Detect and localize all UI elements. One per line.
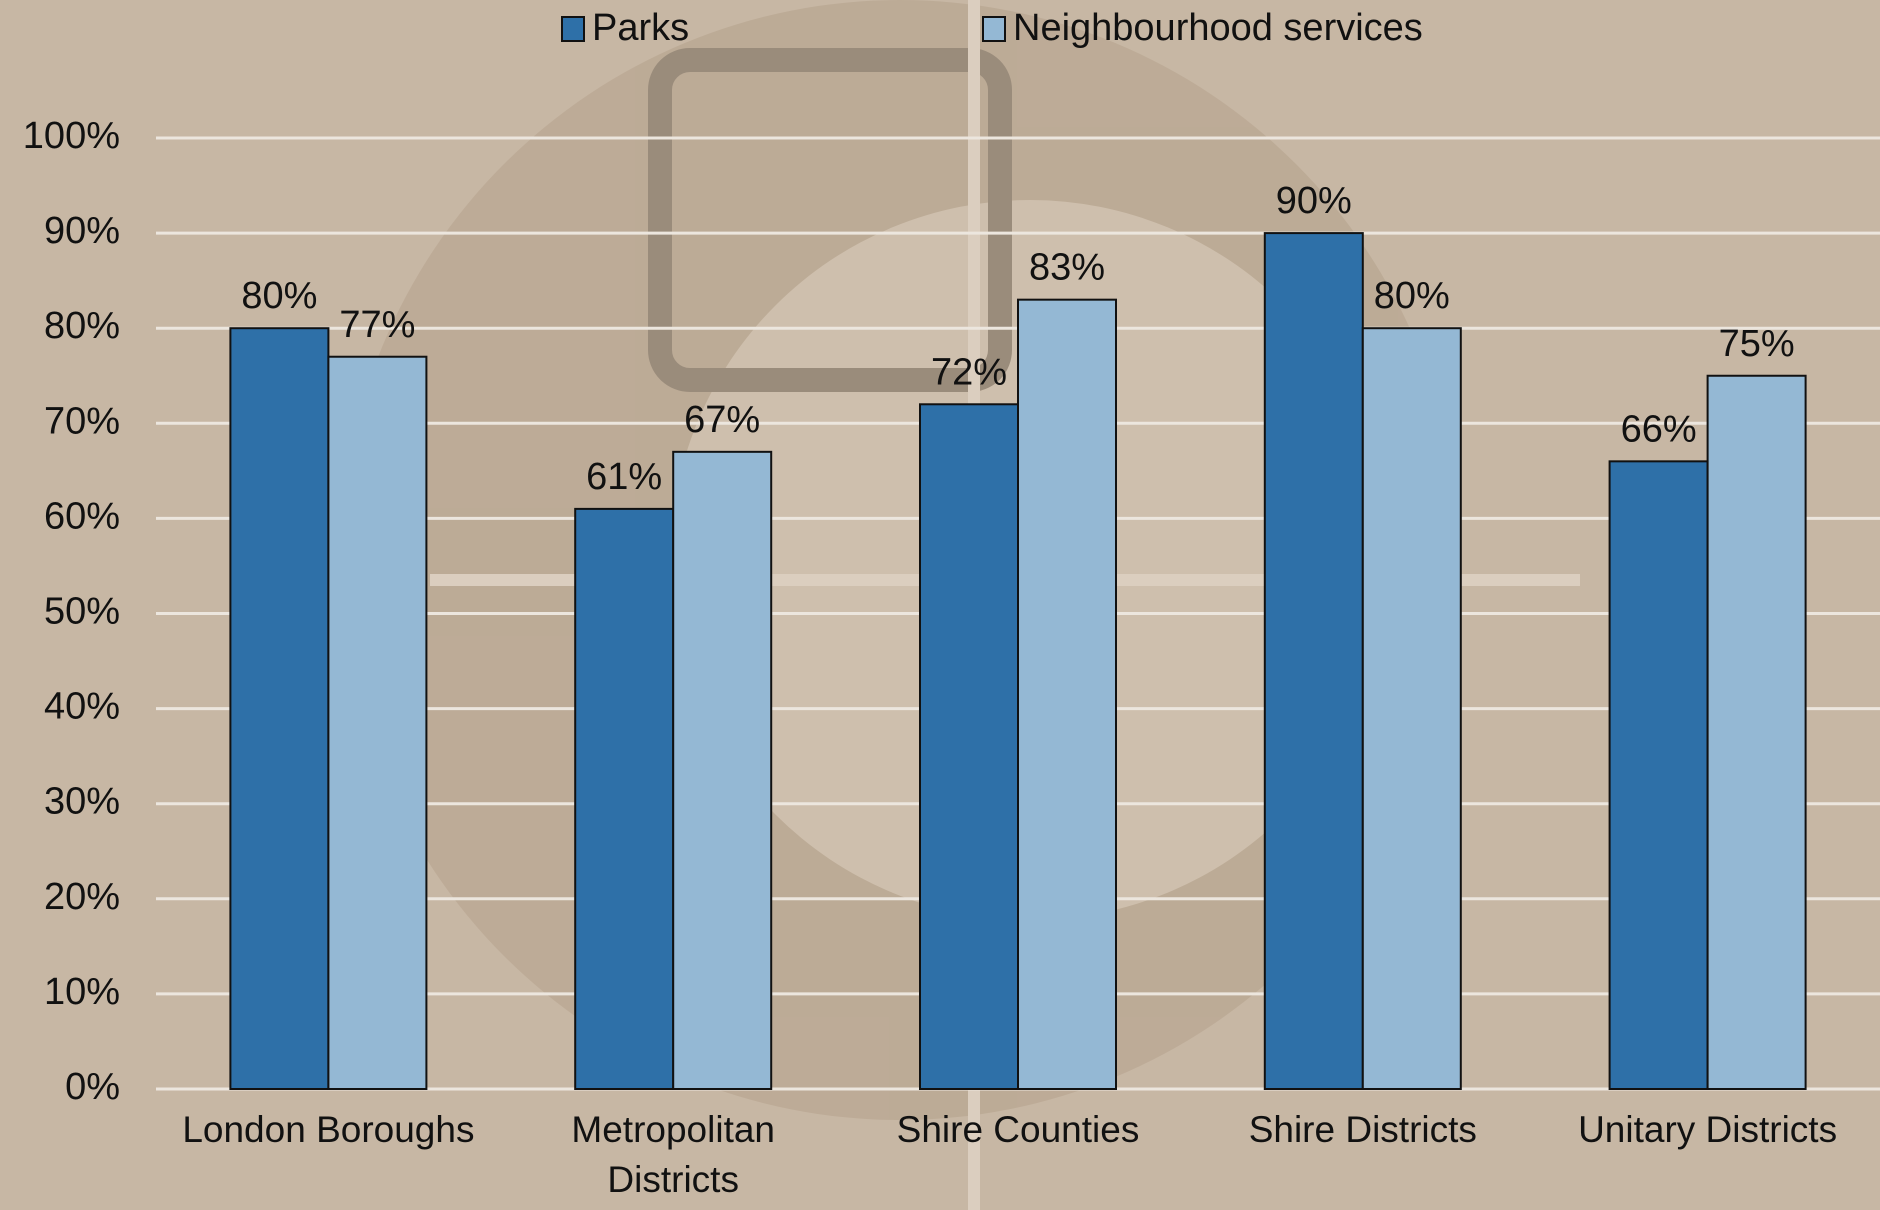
x-tick-label: Shire Counties xyxy=(896,1109,1140,1150)
y-tick-label: 80% xyxy=(44,305,120,347)
y-tick-label: 0% xyxy=(65,1066,120,1108)
bar xyxy=(327,355,428,1091)
bar xyxy=(1017,298,1117,1091)
bar xyxy=(574,507,675,1090)
data-label: 67% xyxy=(684,399,760,441)
decor-shape xyxy=(648,48,1012,392)
legend-label: Parks xyxy=(592,7,689,49)
bar xyxy=(1608,460,1709,1090)
data-label: 83% xyxy=(1029,247,1105,289)
y-tick-label: 40% xyxy=(44,686,120,728)
y-tick-label: 30% xyxy=(44,781,120,823)
data-label: 61% xyxy=(586,456,662,498)
legend-swatch xyxy=(561,16,585,42)
data-label: 75% xyxy=(1719,323,1795,365)
bar xyxy=(1361,327,1462,1090)
bar xyxy=(229,327,330,1090)
y-tick-label: 10% xyxy=(44,971,120,1013)
bar xyxy=(919,403,1019,1090)
x-tick-label: London Boroughs xyxy=(182,1109,475,1150)
data-label: 80% xyxy=(241,275,317,317)
y-tick-label: 90% xyxy=(44,210,120,252)
x-tick-label: Unitary Districts xyxy=(1578,1109,1838,1150)
bar xyxy=(672,450,773,1090)
y-tick-label: 70% xyxy=(44,400,120,442)
legend-label: Neighbourhood services xyxy=(1013,7,1423,49)
bar xyxy=(1706,374,1807,1090)
data-label: 77% xyxy=(339,304,415,346)
y-tick-label: 100% xyxy=(23,115,120,157)
bar xyxy=(1263,232,1364,1091)
data-label: 90% xyxy=(1276,180,1352,222)
data-label: 72% xyxy=(931,351,1007,393)
data-label: 80% xyxy=(1374,275,1450,317)
y-tick-label: 50% xyxy=(44,591,120,633)
data-label: 66% xyxy=(1621,408,1697,450)
x-tick-label: Metropolitan Districts xyxy=(571,1109,775,1200)
x-tick-label: Shire Districts xyxy=(1248,1109,1477,1150)
y-tick-label: 20% xyxy=(44,876,120,918)
y-tick-label: 60% xyxy=(44,495,120,537)
legend-swatch xyxy=(982,16,1006,42)
